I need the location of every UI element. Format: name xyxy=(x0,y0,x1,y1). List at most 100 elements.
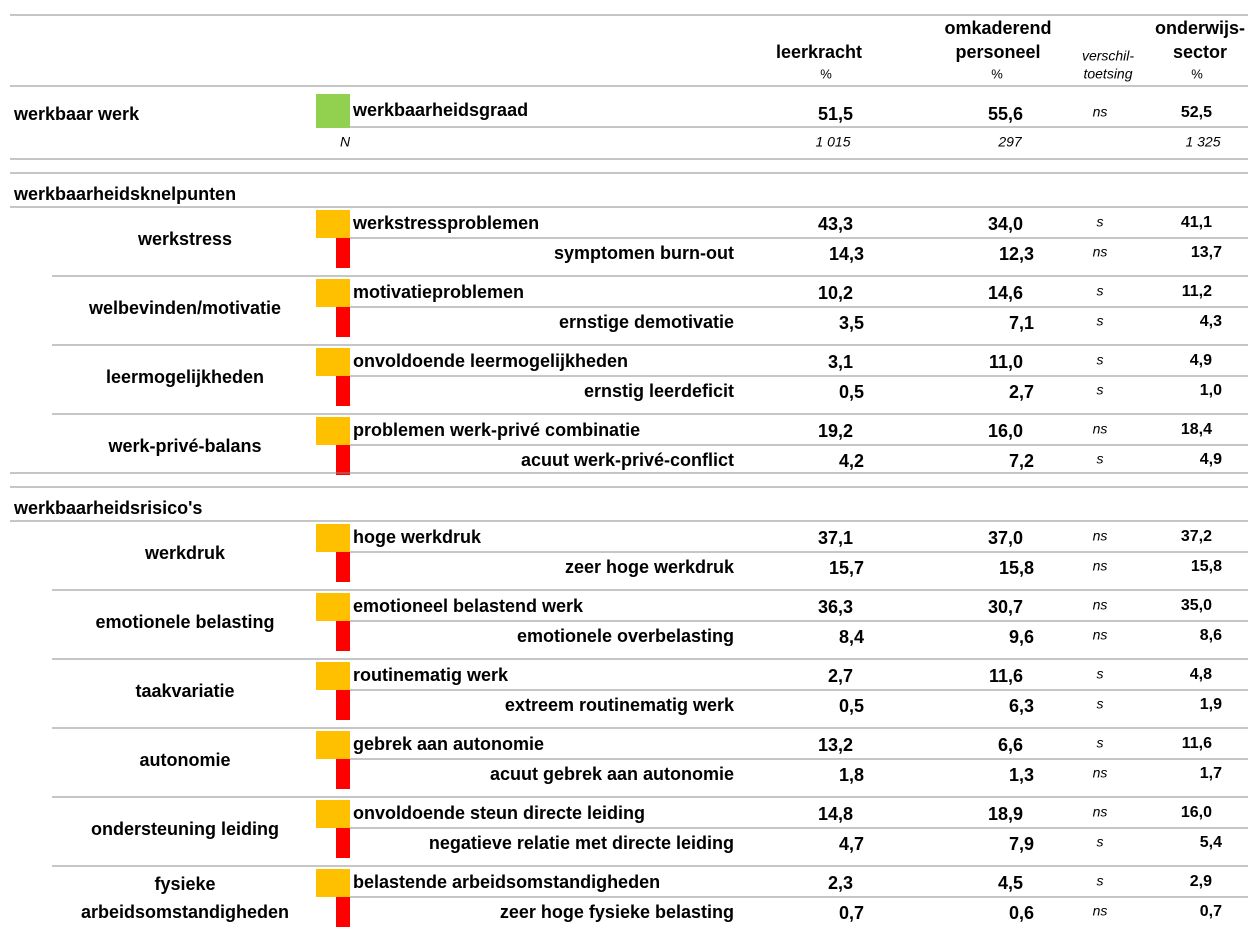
indicator xyxy=(316,593,350,621)
cell-value: 12,3 xyxy=(999,244,1034,264)
cell-test: s xyxy=(1097,283,1104,299)
n-value: 1 325 xyxy=(1185,134,1220,150)
indicator xyxy=(316,94,350,128)
row-label: zeer hoge werkdruk xyxy=(565,557,735,577)
cell-test: ns xyxy=(1093,244,1108,260)
cell-value: 2,3 xyxy=(828,873,853,893)
section-title: werkbaarheidsknelpunten xyxy=(13,184,236,204)
cell-value: 19,2 xyxy=(818,421,853,441)
indicator xyxy=(336,759,350,789)
section-title: werkbaarheidsrisico's xyxy=(13,498,202,518)
cell-value: 8,6 xyxy=(1200,627,1222,644)
cell-value: 18,9 xyxy=(988,804,1023,824)
cell-value: 11,0 xyxy=(989,352,1023,372)
cell-value: 10,2 xyxy=(818,283,853,303)
column-unit: % xyxy=(820,66,832,81)
cell-value: 30,7 xyxy=(988,597,1023,617)
indicator xyxy=(316,348,350,376)
row-label: problemen werk-privé combinatie xyxy=(353,420,640,440)
cell-test: s xyxy=(1097,451,1104,467)
group-name: leermogelijkheden xyxy=(106,367,264,387)
row-label: extreem routinematig werk xyxy=(505,695,735,715)
cell-test: ns xyxy=(1093,804,1108,820)
cell-value: 0,7 xyxy=(1200,903,1222,920)
column-unit: % xyxy=(991,66,1003,81)
cell-test: ns xyxy=(1093,104,1108,120)
indicator xyxy=(336,552,350,582)
cell-value: 35,0 xyxy=(1181,597,1212,614)
cell-value: 5,4 xyxy=(1200,834,1222,851)
indicator xyxy=(336,307,350,337)
indicator xyxy=(336,376,350,406)
column-header: verschil- xyxy=(1082,48,1134,64)
cell-value: 11,2 xyxy=(1182,283,1212,300)
cell-value: 15,8 xyxy=(999,558,1034,578)
cell-value: 3,1 xyxy=(828,352,853,372)
cell-value: 36,3 xyxy=(818,597,853,617)
cell-value: 8,4 xyxy=(839,627,864,647)
cell-value: 34,0 xyxy=(988,214,1023,234)
cell-value: 4,5 xyxy=(998,873,1023,893)
cell-value: 4,9 xyxy=(1190,352,1212,369)
column-header: toetsing xyxy=(1083,66,1132,82)
cell-test: ns xyxy=(1093,765,1108,781)
cell-value: 4,2 xyxy=(839,451,864,471)
cell-value: 0,5 xyxy=(839,382,864,402)
group-name: taakvariatie xyxy=(135,681,234,701)
row-label: werkbaarheidsgraad xyxy=(352,100,528,120)
cell-value: 13,2 xyxy=(818,735,853,755)
cell-value: 43,3 xyxy=(818,214,853,234)
cell-value: 7,1 xyxy=(1009,313,1034,333)
indicator xyxy=(316,524,350,552)
row-label: acuut werk-privé-conflict xyxy=(521,450,734,470)
cell-value: 0,5 xyxy=(839,696,864,716)
indicator xyxy=(336,897,350,927)
n-value: 297 xyxy=(997,134,1023,150)
cell-value: 4,8 xyxy=(1190,666,1212,683)
cell-test: ns xyxy=(1093,597,1108,613)
cell-value: 3,5 xyxy=(839,313,864,333)
row-label: routinematig werk xyxy=(353,665,509,685)
row-label: onvoldoende leermogelijkheden xyxy=(353,351,628,371)
indicator xyxy=(316,279,350,307)
row-label: hoge werkdruk xyxy=(353,527,482,547)
row-label: emotioneel belastend werk xyxy=(353,596,584,616)
cell-test: s xyxy=(1097,214,1104,230)
indicator xyxy=(336,828,350,858)
cell-value: 14,6 xyxy=(988,283,1023,303)
cell-test: ns xyxy=(1093,421,1108,437)
cell-value: 37,1 xyxy=(818,528,853,548)
cell-test: s xyxy=(1097,834,1104,850)
row-label: zeer hoge fysieke belasting xyxy=(500,902,734,922)
row-label: werkstressproblemen xyxy=(352,213,539,233)
cell-test: s xyxy=(1097,696,1104,712)
cell-value: 13,7 xyxy=(1191,244,1222,261)
cell-value: 1,9 xyxy=(1200,696,1222,713)
indicator xyxy=(316,869,350,897)
cell-test: s xyxy=(1097,313,1104,329)
group-name: fysieke xyxy=(154,874,215,894)
group-name: werkstress xyxy=(137,229,232,249)
cell-value: 0,7 xyxy=(839,903,864,923)
cell-value: 4,3 xyxy=(1200,313,1222,330)
group-name: emotionele belasting xyxy=(95,612,274,632)
cell-value: 55,6 xyxy=(988,104,1023,124)
row-label: onvoldoende steun directe leiding xyxy=(353,803,645,823)
indicator xyxy=(316,417,350,445)
cell-value: 37,0 xyxy=(988,528,1023,548)
cell-value: 6,6 xyxy=(998,735,1023,755)
cell-test: s xyxy=(1097,873,1104,889)
cell-test: s xyxy=(1097,352,1104,368)
cell-value: 0,6 xyxy=(1009,903,1034,923)
column-header: sector xyxy=(1173,42,1227,62)
indicator xyxy=(336,690,350,720)
cell-value: 15,7 xyxy=(829,558,864,578)
indicator xyxy=(316,800,350,828)
row-label: ernstig leerdeficit xyxy=(584,381,734,401)
cell-value: 37,2 xyxy=(1181,528,1212,545)
cell-value: 15,8 xyxy=(1191,558,1222,575)
cell-test: s xyxy=(1097,735,1104,751)
group-name: werkdruk xyxy=(144,543,226,563)
cell-test: ns xyxy=(1093,528,1108,544)
cell-value: 11,6 xyxy=(1182,735,1212,752)
